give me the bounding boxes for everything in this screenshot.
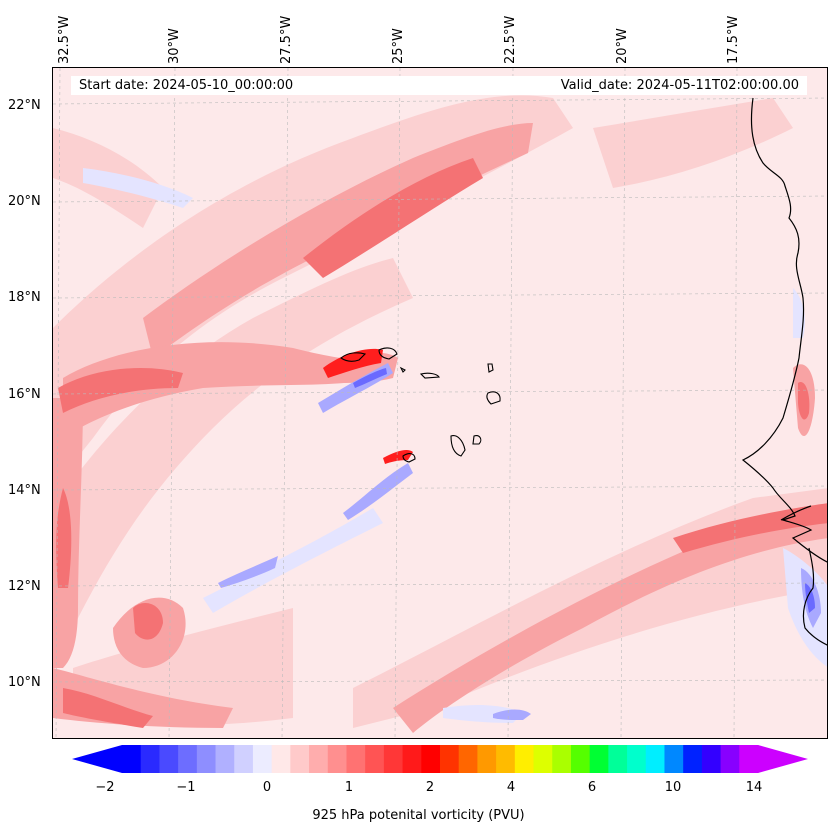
island-sal bbox=[487, 363, 494, 373]
colorbar-segment bbox=[159, 745, 179, 773]
lon-label-17-5w: 17.5°W bbox=[726, 15, 741, 64]
island-sao-vicente bbox=[378, 347, 398, 360]
colorbar-segment bbox=[664, 745, 684, 773]
lon-label-30w: 30°W bbox=[167, 28, 182, 64]
colorbar-segment bbox=[290, 745, 310, 773]
colorbar-segment bbox=[608, 745, 628, 773]
island-maio bbox=[472, 435, 482, 445]
colorbar-segment bbox=[570, 745, 591, 773]
lon-label-27-5w: 27.5°W bbox=[279, 15, 294, 64]
colorbar-tick-neg1: −1 bbox=[176, 780, 196, 795]
colorbar-tick-10: 10 bbox=[664, 780, 682, 795]
colorbar-segment bbox=[720, 745, 740, 773]
lat-label-16n: 16°N bbox=[8, 387, 41, 402]
colorbar-segment bbox=[496, 745, 516, 773]
colorbar-segment bbox=[589, 745, 609, 773]
lat-label-18n: 18°N bbox=[8, 290, 41, 305]
colorbar-segment bbox=[627, 745, 647, 773]
lat-label-20n: 20°N bbox=[8, 194, 41, 209]
start-date-label: Start date: 2024-05-10_00:00:00 bbox=[79, 78, 294, 93]
colorbar-segment bbox=[533, 745, 553, 773]
pv-light-negative bbox=[83, 168, 827, 723]
colorbar-segment bbox=[140, 745, 160, 773]
island-fogo bbox=[402, 453, 416, 463]
lon-label-20w: 20°W bbox=[615, 28, 630, 64]
graticule bbox=[53, 68, 827, 738]
colorbar-segment bbox=[327, 745, 347, 773]
pv-field bbox=[53, 68, 827, 738]
lat-label-14n: 14°N bbox=[8, 483, 41, 498]
cape-verde-islands bbox=[340, 347, 501, 463]
colorbar-segment bbox=[552, 745, 572, 773]
colorbar bbox=[72, 745, 808, 773]
colorbar-segment bbox=[683, 745, 703, 773]
colorbar-segment bbox=[440, 745, 460, 773]
lat-label-12n: 12°N bbox=[8, 579, 41, 594]
island-santiago bbox=[450, 435, 466, 457]
island-sao-nicolau bbox=[419, 372, 440, 379]
colorbar-extend-min bbox=[72, 745, 122, 773]
colorbar-segment bbox=[178, 745, 198, 773]
pv-intense-core bbox=[323, 348, 413, 464]
colorbar-tick-2: 2 bbox=[425, 780, 435, 795]
colorbar-segment bbox=[215, 745, 235, 773]
colorbar-segment bbox=[309, 745, 329, 773]
colorbar-segment bbox=[402, 745, 422, 773]
pv-deep-negative bbox=[353, 368, 815, 613]
island-boa-vista bbox=[486, 391, 501, 405]
colorbar-segment bbox=[645, 745, 665, 773]
colorbar-segment bbox=[458, 745, 478, 773]
colorbar-segment bbox=[252, 745, 273, 773]
colorbar-segments bbox=[122, 745, 759, 773]
colorbar-tick-1: 1 bbox=[344, 780, 354, 795]
island-santo-antao bbox=[340, 352, 367, 362]
lat-label-10n: 10°N bbox=[8, 675, 41, 690]
colorbar-segment bbox=[365, 745, 385, 773]
colorbar-segment bbox=[421, 745, 441, 773]
colorbar-tick-neg2: −2 bbox=[95, 780, 115, 795]
colorbar-tick-0: 0 bbox=[262, 780, 272, 795]
date-info-bar: Start date: 2024-05-10_00:00:00 Valid_da… bbox=[71, 76, 807, 95]
lat-label-22n: 22°N bbox=[8, 98, 41, 113]
colorbar-segment bbox=[271, 745, 291, 773]
colorbar-segment bbox=[346, 745, 366, 773]
colorbar-tick-14: 14 bbox=[745, 780, 763, 795]
african-coastline bbox=[741, 97, 827, 646]
colorbar-label: 925 hPa potenital vorticity (PVU) bbox=[312, 808, 525, 823]
colorbar-segment bbox=[196, 745, 217, 773]
colorbar-segment bbox=[514, 745, 535, 773]
colorbar-tick-4: 4 bbox=[506, 780, 516, 795]
map-plot-area[interactable] bbox=[52, 67, 828, 739]
lon-label-25w: 25°W bbox=[391, 28, 406, 64]
colorbar-segment bbox=[234, 745, 254, 773]
island-santa-luzia bbox=[399, 366, 406, 373]
valid-date-label: Valid_date: 2024-05-11T02:00:00.00 bbox=[560, 78, 799, 93]
colorbar-segment bbox=[477, 745, 497, 773]
colorbar-segment bbox=[739, 745, 759, 773]
colorbar-segment bbox=[122, 745, 142, 773]
lon-label-22-5w: 22.5°W bbox=[503, 15, 518, 64]
colorbar-extend-max bbox=[758, 745, 808, 773]
colorbar-tick-6: 6 bbox=[587, 780, 597, 795]
lon-label-32-5w: 32.5°W bbox=[57, 15, 72, 64]
colorbar-segment bbox=[383, 745, 404, 773]
colorbar-segment bbox=[701, 745, 722, 773]
